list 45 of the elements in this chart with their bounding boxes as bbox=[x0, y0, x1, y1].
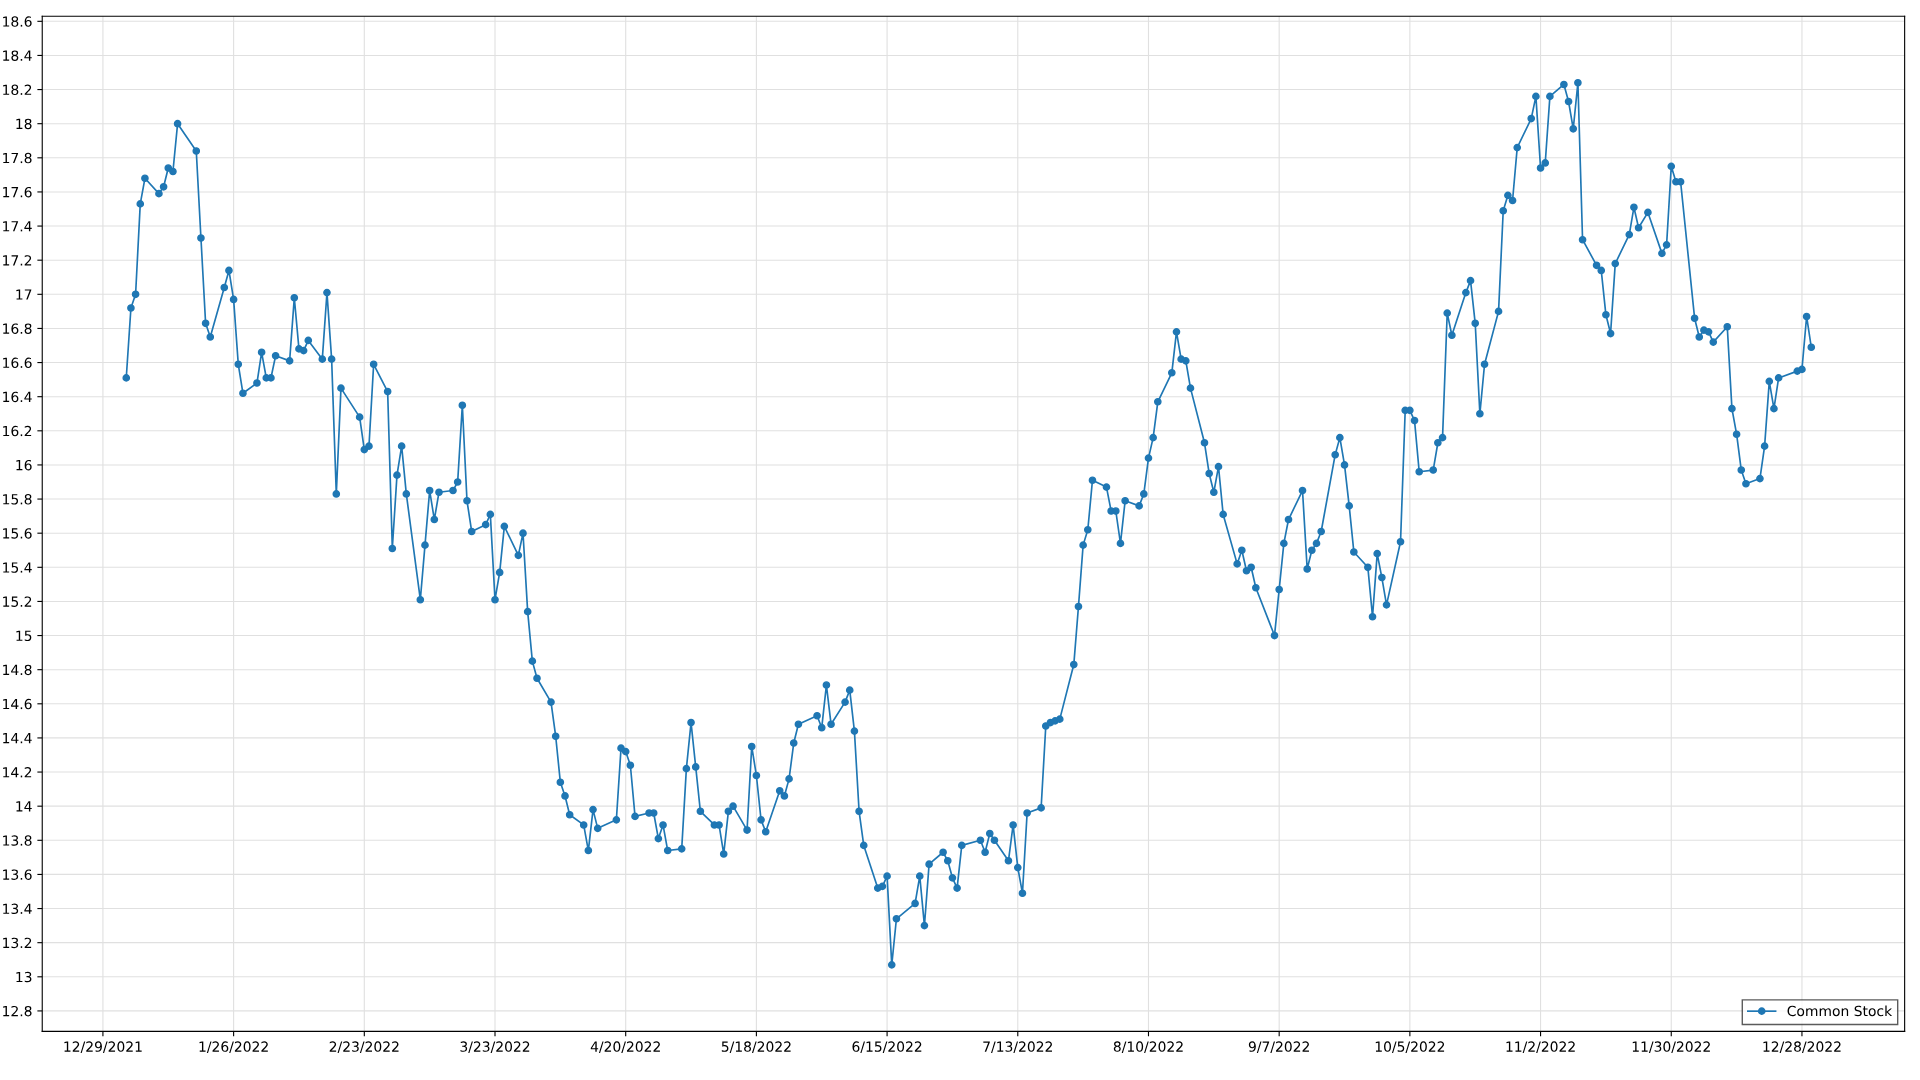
y-tick-label: 16 bbox=[16, 459, 32, 471]
y-tick-label: 14.4 bbox=[3, 733, 32, 744]
x-tick-label: 5/18/2022 bbox=[721, 1041, 791, 1053]
y-tick-label: 17.6 bbox=[3, 186, 32, 198]
y-tick-label: 13.2 bbox=[3, 937, 32, 949]
y-tick-label: 13.8 bbox=[3, 835, 32, 846]
y-tick-label: 13.4 bbox=[3, 903, 32, 915]
x-tick-label: 7/13/2022 bbox=[983, 1041, 1052, 1053]
x-tick-label: 9/7/2022 bbox=[1248, 1041, 1309, 1053]
y-tick-label: 15.8 bbox=[3, 494, 32, 505]
y-tick-label: 18.2 bbox=[3, 84, 32, 96]
x-tick-label: 3/23/2022 bbox=[460, 1041, 530, 1053]
x-tick-label: 11/2/2022 bbox=[1506, 1041, 1575, 1053]
y-tick-label: 15.2 bbox=[3, 596, 32, 607]
y-tick-label: 16.8 bbox=[3, 323, 32, 334]
y-tick-label: 17.2 bbox=[3, 255, 32, 266]
x-tick-label: 11/30/2022 bbox=[1632, 1041, 1710, 1053]
x-tick-label: 2/23/2022 bbox=[329, 1041, 399, 1053]
y-tick-label: 18 bbox=[16, 118, 32, 130]
x-tick-label: 4/20/2022 bbox=[590, 1041, 660, 1053]
y-tick-label: 14 bbox=[16, 801, 32, 812]
x-tick-label: 1/26/2022 bbox=[199, 1041, 268, 1053]
y-tick-label: 16.6 bbox=[3, 357, 32, 369]
y-tick-label: 15.4 bbox=[3, 562, 32, 573]
y-tick-label: 16.2 bbox=[3, 425, 32, 437]
y-tick-label: 14.8 bbox=[3, 664, 32, 676]
y-tick-label: 14.2 bbox=[3, 767, 32, 778]
y-tick-label: 15.6 bbox=[3, 528, 32, 539]
y-tick-label: 16.4 bbox=[3, 391, 32, 403]
y-tick-label: 12.8 bbox=[3, 1005, 32, 1017]
y-tick-label: 13.6 bbox=[3, 869, 32, 880]
y-tick-label: 18.4 bbox=[3, 50, 32, 61]
y-tick-label: 17.4 bbox=[3, 221, 32, 232]
y-tick-label: 18.6 bbox=[3, 16, 32, 27]
x-tick-label: 12/28/2022 bbox=[1763, 1041, 1841, 1053]
legend-label: Common Stock bbox=[1787, 1005, 1893, 1017]
x-tick-label: 6/15/2022 bbox=[852, 1041, 922, 1053]
y-tick-label: 17 bbox=[16, 289, 32, 300]
x-tick-label: 10/5/2022 bbox=[1375, 1041, 1445, 1053]
x-tick-label: 12/29/2021 bbox=[64, 1041, 142, 1053]
y-tick-label: 17.8 bbox=[3, 152, 32, 164]
y-tick-label: 14.6 bbox=[3, 698, 32, 710]
x-tick-label: 8/10/2022 bbox=[1113, 1041, 1183, 1053]
y-tick-label: 13 bbox=[16, 971, 32, 983]
y-tick-label: 15 bbox=[16, 630, 32, 642]
